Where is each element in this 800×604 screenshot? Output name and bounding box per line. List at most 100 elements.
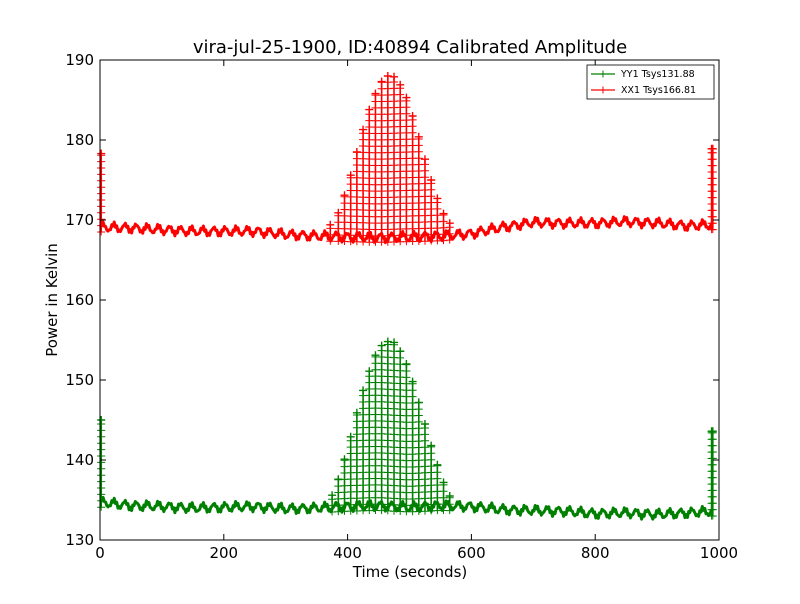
- spike-markers: [352, 148, 361, 246]
- spike-markers: [377, 78, 386, 246]
- spike-markers: [408, 380, 417, 516]
- y-tick-label: 130: [65, 531, 94, 549]
- x-tick-label: 800: [581, 544, 610, 562]
- spike-markers: [414, 135, 423, 245]
- y-tick-label: 140: [65, 451, 94, 469]
- spike-markers: [359, 129, 368, 246]
- spike-markers: [427, 443, 436, 515]
- spike-markers: [359, 392, 368, 515]
- y-tick-label: 170: [65, 211, 94, 229]
- spike-markers: [383, 78, 392, 246]
- spike-peak-point: [390, 338, 399, 347]
- spike-markers: [346, 174, 355, 246]
- spike-peak-point: [377, 341, 386, 350]
- spike-markers: [396, 84, 405, 246]
- spike-peak-point: [420, 420, 429, 428]
- spike-peak-point: [708, 144, 717, 153]
- spike-peak-point: [371, 89, 380, 98]
- y-tick-label: 150: [65, 371, 94, 389]
- spike-peak-point: [359, 386, 368, 395]
- spike-markers: [390, 341, 398, 515]
- spike-peak-point: [97, 416, 106, 424]
- spike-markers: [328, 495, 337, 516]
- spike-peak-point: [365, 105, 374, 114]
- spike-markers: [346, 437, 355, 515]
- spike-peak-point: [445, 492, 454, 500]
- y-tick-label: 180: [65, 131, 94, 149]
- x-tick-label: 600: [457, 544, 486, 562]
- spike-peak-point: [390, 72, 399, 81]
- spike-markers: [414, 399, 423, 515]
- y-tick-label: 190: [65, 51, 94, 69]
- spike-markers: [97, 420, 106, 511]
- legend-entry-yy1: YY1 Tsys131.88: [591, 69, 695, 80]
- spike-peak-point: [427, 176, 436, 184]
- spike-peak-point: [414, 398, 423, 407]
- legend-marker-xx1: [599, 86, 607, 94]
- spike-markers: [421, 424, 429, 515]
- series-1: [97, 72, 717, 246]
- spike-peak-point: [334, 208, 343, 217]
- spike-markers: [396, 348, 405, 515]
- spike-markers: [707, 429, 716, 520]
- spike-markers: [433, 199, 442, 245]
- spike-peak-point: [346, 171, 355, 180]
- spike-peak-point: [408, 377, 417, 386]
- spike-markers: [402, 97, 411, 246]
- spike-peak-point: [383, 72, 392, 80]
- spike-peak-point: [365, 367, 374, 376]
- spike-peak-point: [396, 347, 405, 356]
- legend-entry-xx1: XX1 Tsys166.81: [591, 85, 696, 96]
- spike-peak-point: [328, 491, 337, 500]
- spike-peak-point: [439, 478, 448, 487]
- spike-markers: [427, 179, 436, 245]
- spike-markers: [371, 91, 380, 246]
- legend: YY1 Tsys131.88 XX1 Tsys166.81: [586, 64, 715, 100]
- spike-markers: [377, 347, 386, 515]
- y-axis-label: Power in Kelvin: [43, 243, 61, 357]
- spike-peak-point: [433, 194, 442, 203]
- x-tick-label: 1000: [700, 544, 738, 562]
- spike-peak-point: [396, 80, 405, 89]
- legend-box: [586, 64, 715, 100]
- spike-markers: [402, 361, 411, 516]
- spike-peak-point: [326, 220, 335, 229]
- spike-markers: [352, 411, 361, 515]
- spike-markers: [708, 429, 717, 520]
- spike-peak-point: [352, 408, 361, 417]
- spike-markers: [390, 78, 398, 246]
- spike-markers: [445, 223, 454, 244]
- chart-title: vira-jul-25-1900, ID:40894 Calibrated Am…: [193, 37, 627, 58]
- spike-peak-point: [708, 427, 717, 436]
- spike-peak-point: [414, 132, 423, 141]
- spike-peak-point: [402, 93, 411, 102]
- plot-frame: [99, 59, 720, 541]
- x-tick-label: 200: [209, 544, 238, 562]
- spike-markers: [97, 151, 106, 236]
- x-tick-label: 0: [95, 544, 105, 562]
- spike-peak-point: [97, 149, 106, 158]
- spike-markers: [445, 494, 454, 515]
- spike-markers: [326, 224, 335, 245]
- spike-peak-point: [340, 191, 349, 200]
- spike-peak-point: [420, 155, 429, 164]
- series-layer: [97, 72, 717, 521]
- legend-label-xx1: XX1 Tsys166.81: [621, 85, 696, 96]
- spike-markers: [365, 110, 374, 246]
- spike-markers: [365, 372, 374, 515]
- spike-peak-point: [402, 360, 411, 368]
- x-tick-label: 400: [333, 544, 362, 562]
- spike-peak-point: [377, 77, 386, 86]
- spike-peak-point: [371, 351, 380, 360]
- legend-label-yy1: YY1 Tsys131.88: [620, 69, 695, 80]
- spike-markers: [371, 353, 380, 514]
- spike-peak-point: [359, 125, 368, 134]
- spike-peak-point: [445, 219, 454, 228]
- x-axis-label: Time (seconds): [352, 563, 468, 581]
- ticks-layer: 0 200 400 600 800 1000 130 140 150 160 170 180 190: [65, 51, 738, 562]
- spike-peak-point: [439, 209, 448, 218]
- spike-peak-point: [427, 441, 436, 450]
- spike-peak-point: [346, 432, 355, 441]
